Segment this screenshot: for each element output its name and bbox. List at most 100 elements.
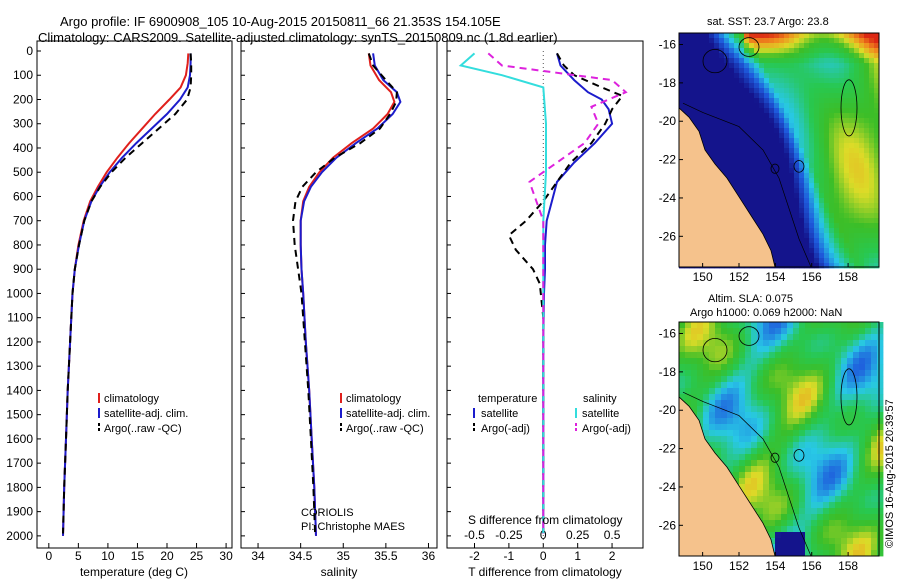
map-cell [799,178,805,184]
map-cell [759,193,765,199]
map-cell [721,352,728,359]
map-cell [794,118,800,124]
map-cell [835,460,842,467]
map-cell [811,352,818,359]
map-cell [869,198,875,204]
map-cell [804,33,810,39]
map-cell [799,418,806,425]
map-cell [784,88,790,94]
map-cell [703,322,710,329]
map-cell [805,490,812,497]
map-cell [829,496,836,503]
map-cell [769,346,776,353]
map-cell [811,322,818,329]
map-cell [789,153,795,159]
map-cell [794,128,800,134]
map-cell [779,263,785,269]
map-cell [757,370,764,377]
map-cell [727,406,734,413]
map-cell [763,472,770,479]
map-cell [745,448,752,455]
map-cell [769,418,776,425]
map-cell [745,496,752,503]
map-cell [763,406,770,413]
map-cell [844,108,850,114]
map-cell [805,394,812,401]
map-cell [769,340,776,347]
map-cell [721,340,728,347]
map-cell [817,382,824,389]
map-cell [811,394,818,401]
map-cell [864,58,870,64]
map-cell [759,78,765,84]
map-cell [764,188,770,194]
map-cell [849,98,855,104]
map-cell [871,442,878,449]
map-cell [727,418,734,425]
map-cell [829,173,835,179]
map-cell [811,478,818,485]
map-cell [865,472,872,479]
map-cell [794,78,800,84]
map-cell [684,73,690,79]
map-cell [757,406,764,413]
map-cell [779,153,785,159]
map-cell [689,48,695,54]
map-cell [865,412,872,419]
map-cell [877,472,884,479]
map-cell [814,243,820,249]
map-cell [697,346,704,353]
map-cell [809,88,815,94]
map-cell [829,103,835,109]
map-cell [835,484,842,491]
map-cell [869,133,875,139]
map-cell [774,68,780,74]
map-cell [779,63,785,69]
map-cell [684,83,690,89]
map-cell [794,138,800,144]
map-cell [699,123,705,129]
map-cell [769,193,775,199]
map-cell [779,253,785,259]
map-cell [799,198,805,204]
map-cell [819,133,825,139]
map-cell [799,223,805,229]
map-cell [869,68,875,74]
map-cell [739,53,745,59]
map-cell [775,484,782,491]
map-cell [789,88,795,94]
map-cell [757,328,764,335]
map-cell [751,352,758,359]
map-cell [854,153,860,159]
map-cell [734,118,740,124]
map-cell [757,454,764,461]
map-cell [709,103,715,109]
map-cell [824,223,830,229]
map-cell [793,412,800,419]
y-tick-label: 1700 [6,456,33,470]
map-cell [779,208,785,214]
map-cell [854,198,860,204]
map-cell [699,63,705,69]
map-cell [757,436,764,443]
map-cell [684,93,690,99]
sla-map-title-1: Altim. SLA: 0.075 [708,293,793,305]
map-cell [869,248,875,254]
map-cell [809,248,815,254]
map-cell [699,38,705,44]
map-cell [835,400,842,407]
map-cell [714,83,720,89]
map-cell [781,394,788,401]
map-cell [727,358,734,365]
map-cell [759,68,765,74]
map-cell [839,103,845,109]
map-cell [849,48,855,54]
map-cell [799,550,806,557]
map-cell [865,340,872,347]
map-cell [751,400,758,407]
map-cell [679,103,685,109]
map-cell [819,198,825,204]
map-cell [794,253,800,259]
map-cell [789,253,795,259]
x-tick-label: 0 [540,549,547,563]
